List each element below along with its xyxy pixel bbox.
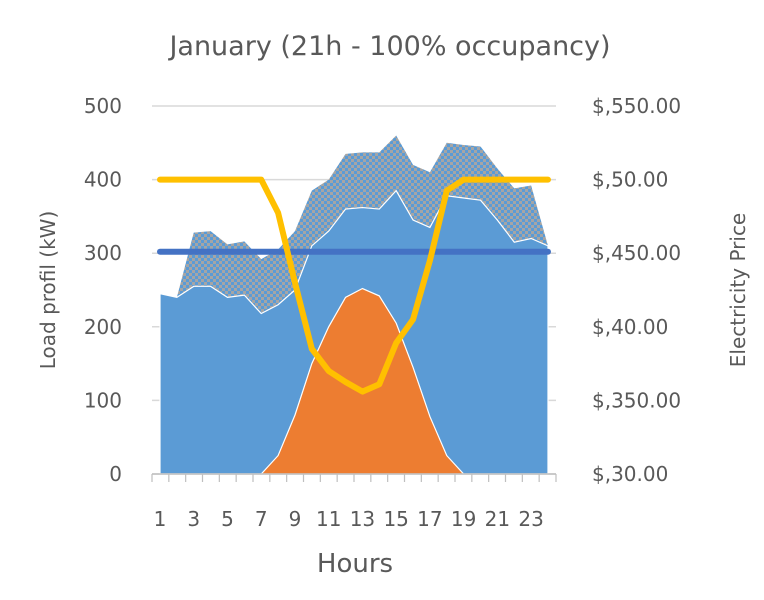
y-right-tick-label: $,50.00 <box>592 168 668 192</box>
y-axis-left-label: Load profil (kW) <box>36 211 60 370</box>
y-right-tick-label: $,450.00 <box>592 241 681 265</box>
y-right-tick-label: $,350.00 <box>592 388 681 412</box>
x-tick-label: 5 <box>221 507 234 531</box>
x-axis-label: Hours <box>317 549 393 579</box>
x-tick-label: 17 <box>417 507 442 531</box>
x-tick-label: 19 <box>451 507 476 531</box>
x-tick-label: 21 <box>485 507 510 531</box>
series-4-line <box>157 176 551 395</box>
y-left-tick-label: 500 <box>84 94 122 118</box>
x-tick-label: 23 <box>518 507 543 531</box>
y-right-tick-label: $,40.00 <box>592 315 668 339</box>
y-right-tick-label: $,550.00 <box>592 94 681 118</box>
x-tick-label: 3 <box>187 507 200 531</box>
y-left-tick-label: 200 <box>84 315 122 339</box>
x-tick-label: 11 <box>316 507 341 531</box>
x-tick-label: 9 <box>289 507 302 531</box>
y-right-tick-label: $,30.00 <box>592 462 668 486</box>
x-tick-label: 7 <box>255 507 268 531</box>
y-axis-right-label: Electricity Price <box>726 213 750 368</box>
x-tick-label: 13 <box>350 507 375 531</box>
y-left-tick-label: 400 <box>84 168 122 192</box>
y-left-tick-label: 0 <box>109 462 122 486</box>
series-layer <box>157 135 551 475</box>
y-left-tick-label: 100 <box>84 388 122 412</box>
axis-layer: 0 $,30.00 100 $,350.00 200 $,40.00 300 $,450.00… <box>84 94 681 531</box>
x-tick-label: 1 <box>154 507 167 531</box>
y-left-tick-label: 300 <box>84 241 122 265</box>
x-tick-label: 15 <box>383 507 408 531</box>
chart-title: January (21h - 100% occupancy) <box>167 31 610 62</box>
